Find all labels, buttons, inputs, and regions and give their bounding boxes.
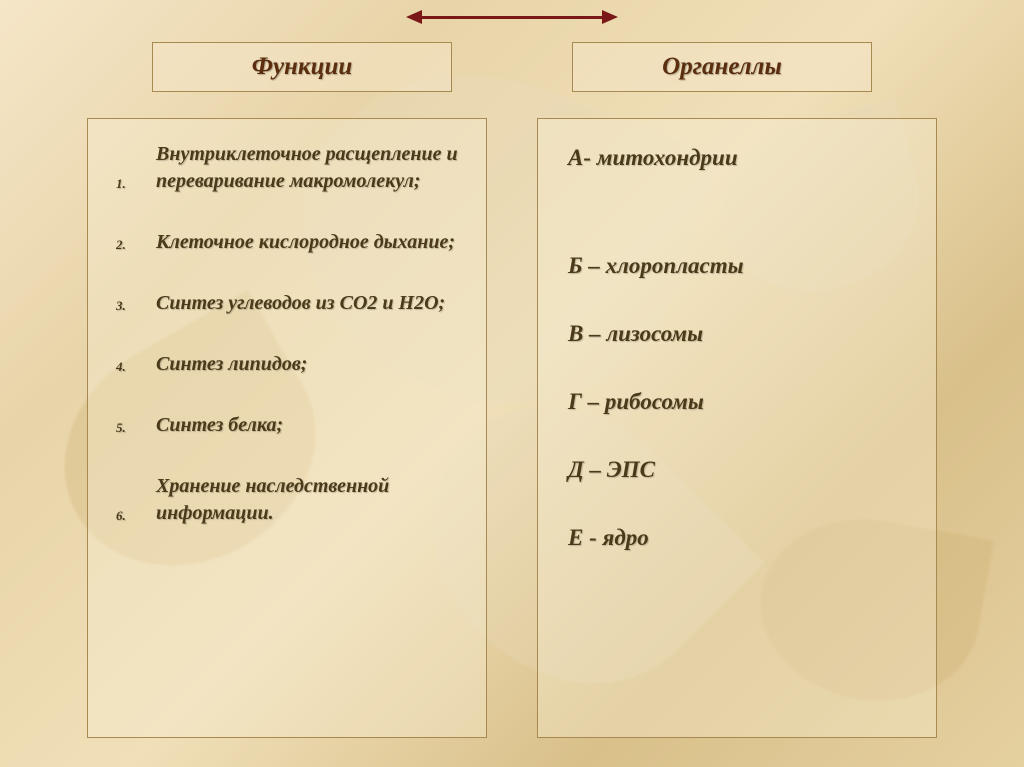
list-item: Хранение наследственной информации. [108,473,458,527]
double-arrow-decoration [406,10,618,24]
arrow-right-icon [602,10,618,24]
list-item: Б – хлоропласты [568,253,908,279]
list-item: Синтез белка; [108,412,458,439]
arrow-left-icon [406,10,422,24]
organelles-list: А- митохондрии Б – хлоропласты В – лизос… [568,141,908,551]
list-item: Д – ЭПС [568,457,908,483]
functions-column: Внутриклеточное расщепление и переварива… [87,118,487,738]
list-item: Клеточное кислородное дыхание; [108,229,458,256]
header-organelles: Органеллы [572,42,872,92]
list-item: В – лизосомы [568,321,908,347]
header-row: Функции Органеллы [0,42,1024,92]
functions-list: Внутриклеточное расщепление и переварива… [108,141,458,527]
list-item: Е - ядро [568,525,908,551]
list-item: Внутриклеточное расщепление и переварива… [108,141,458,195]
header-functions: Функции [152,42,452,92]
list-item: Синтез липидов; [108,351,458,378]
content-columns: Внутриклеточное расщепление и переварива… [0,118,1024,747]
list-item: Синтез углеводов из CO2 и H2O; [108,290,458,317]
list-item: А- митохондрии [568,145,908,171]
list-item: Г – рибосомы [568,389,908,415]
organelles-column: А- митохондрии Б – хлоропласты В – лизос… [537,118,937,738]
